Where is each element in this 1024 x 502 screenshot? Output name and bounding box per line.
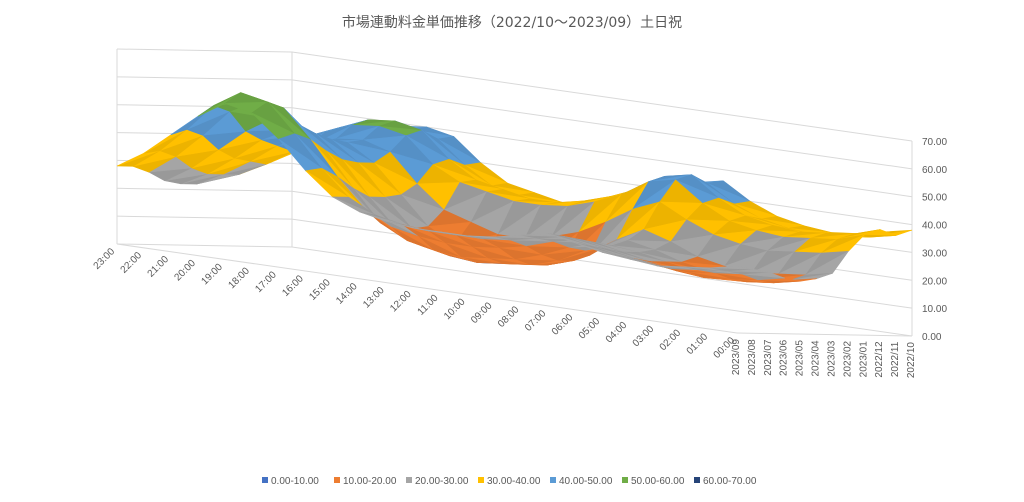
z-tick-label: 60.00 — [922, 165, 947, 176]
legend: 0.00-10.00 10.00-20.00 20.00-30.00 30.00-40… — [262, 476, 757, 487]
month-tick-label: 2023/08 — [747, 339, 758, 376]
month-tick-label: 2023/03 — [826, 340, 837, 377]
month-tick-label: 2023/06 — [779, 339, 790, 376]
hour-tick-label: 17:00 — [253, 269, 279, 295]
month-tick-label: 2023/02 — [842, 340, 853, 377]
hour-tick-label: 04:00 — [604, 320, 630, 346]
hour-tick-label: 21:00 — [146, 254, 172, 280]
month-tick-label: 2023/09 — [731, 339, 742, 376]
month-tick-label: 2022/11 — [890, 341, 901, 377]
hour-tick-label: 09:00 — [469, 300, 495, 326]
month-tick-label: 2023/04 — [811, 340, 822, 377]
hour-tick-label: 22:00 — [119, 250, 145, 276]
legend-swatch — [478, 477, 484, 483]
z-tick-label: 0.00 — [922, 332, 942, 343]
legend-entry: 0.00-10.00 — [271, 476, 319, 487]
month-axis: 2022/10 2022/11 2022/12 2023/01 2023/02 2023/… — [731, 339, 917, 379]
hour-axis: 00:0001:0002:0003:0004:0005:0006:0007:00… — [92, 246, 738, 361]
z-tick-label: 30.00 — [922, 248, 947, 259]
surface-cell-2023/08-00:00-b — [710, 265, 753, 270]
value-axis: 0.00 10.00 20.00 30.00 40.00 50.00 60.00 70.00 — [922, 137, 947, 343]
legend-swatch — [262, 477, 268, 483]
hour-tick-label: 05:00 — [577, 316, 603, 342]
hour-tick-label: 19:00 — [199, 262, 225, 288]
surface-plot — [116, 92, 913, 284]
chart-title: 市場連動料金単価推移（2022/10～2023/09）土日祝 — [342, 14, 682, 31]
hour-tick-label: 10:00 — [442, 296, 468, 322]
month-tick-label: 2022/12 — [874, 341, 885, 378]
hour-tick-label: 11:00 — [416, 292, 441, 317]
legend-entry: 10.00-20.00 — [343, 476, 397, 487]
hour-tick-label: 03:00 — [631, 323, 657, 349]
hour-tick-label: 18:00 — [226, 265, 252, 291]
z-tick-label: 10.00 — [922, 304, 947, 315]
month-tick-label: 2023/05 — [795, 340, 806, 377]
hour-tick-label: 13:00 — [361, 285, 387, 311]
legend-swatch — [550, 477, 556, 483]
legend-swatch — [406, 477, 412, 483]
hour-tick-label: 20:00 — [173, 258, 199, 284]
legend-swatch — [694, 477, 700, 483]
hour-tick-label: 14:00 — [334, 281, 360, 307]
hour-tick-label: 16:00 — [280, 273, 306, 299]
legend-swatch — [622, 477, 628, 483]
month-tick-label: 2023/07 — [763, 339, 774, 376]
legend-entry: 40.00-50.00 — [559, 476, 613, 487]
hour-axis-line — [116, 243, 738, 334]
z-tick-label: 40.00 — [922, 221, 947, 232]
legend-entry: 20.00-30.00 — [415, 476, 469, 487]
legend-swatch — [334, 477, 340, 483]
hour-tick-label: 15:00 — [307, 277, 333, 303]
month-tick-label: 2022/10 — [906, 342, 917, 379]
hour-tick-label: 06:00 — [550, 312, 576, 338]
legend-entry: 50.00-60.00 — [631, 476, 685, 487]
hour-tick-label: 07:00 — [523, 308, 549, 334]
z-tick-label: 70.00 — [922, 137, 947, 148]
month-axis-line — [736, 332, 913, 337]
month-tick-label: 2023/01 — [858, 341, 869, 378]
hour-tick-label: 01:00 — [685, 331, 711, 357]
hour-tick-label: 02:00 — [658, 327, 684, 353]
z-tick-label: 50.00 — [922, 193, 947, 204]
hour-tick-label: 08:00 — [496, 304, 522, 330]
legend-entry: 60.00-70.00 — [703, 476, 757, 487]
floor-axes — [116, 243, 913, 337]
legend-entry: 30.00-40.00 — [487, 476, 541, 487]
hour-tick-label: 12:00 — [388, 289, 414, 315]
hour-tick-label: 23:00 — [92, 246, 118, 272]
z-tick-label: 20.00 — [922, 276, 947, 287]
